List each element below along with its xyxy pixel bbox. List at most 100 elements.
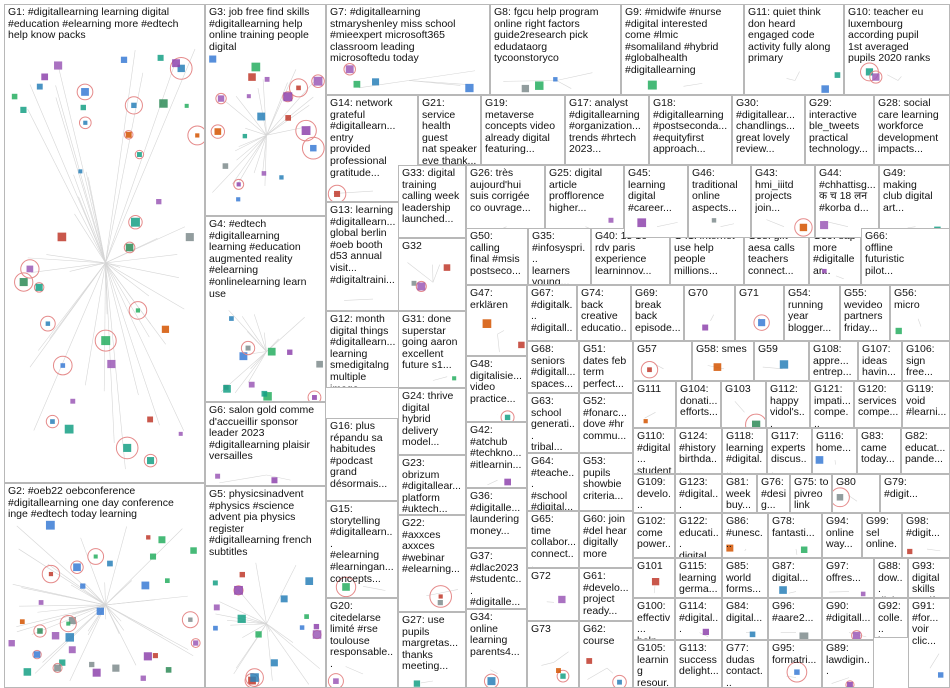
node-self-loop-icon — [181, 611, 199, 629]
cluster-g61: G61: #develo... project ready... — [579, 568, 633, 621]
node-avatar-icon — [143, 652, 152, 661]
edge — [656, 222, 678, 227]
node-avatar-icon — [504, 414, 511, 421]
edge — [227, 620, 267, 625]
cluster-label: G20: citedelarse limité #rse toulouse re… — [330, 601, 394, 670]
cluster-g95: G95: formatri... — [768, 640, 822, 688]
node-avatar-icon — [125, 243, 134, 252]
node-avatar-icon — [45, 520, 55, 530]
node-avatar-icon — [822, 268, 827, 274]
node-avatar-icon — [130, 217, 140, 227]
node-self-loop-icon — [786, 661, 808, 683]
node-self-loop-icon — [20, 259, 40, 279]
node-avatar-icon — [89, 661, 95, 668]
cluster-label: G6: salon gold comme d'accueillir sponso… — [209, 405, 315, 463]
node-avatar-icon — [313, 623, 320, 630]
node-avatar-icon — [19, 619, 25, 625]
edge — [266, 565, 297, 624]
cluster-label: G84: digital... — [726, 601, 763, 624]
cluster-label: G95: formatri... — [772, 643, 817, 666]
cluster-g57: G57 — [633, 341, 692, 381]
node-avatar-icon — [372, 78, 380, 86]
cluster-label: G111 — [637, 384, 662, 395]
edge — [541, 662, 555, 666]
cluster-label: G104: donati... efforts... — [680, 384, 718, 419]
edge — [235, 95, 267, 136]
cluster-g59: G59 — [754, 341, 809, 381]
cluster-g77: G77: dudas contact... — [722, 640, 768, 688]
cluster-g46-nodes — [711, 218, 735, 227]
cluster-label: G92: colle... last — [878, 601, 903, 637]
node-avatar-icon — [834, 72, 841, 78]
cluster-g31: G31: done superstar going aaron excellen… — [398, 311, 466, 388]
cluster-g117: G117: experts discus... — [767, 428, 812, 474]
edge — [234, 351, 267, 394]
edge — [238, 134, 267, 147]
edge — [80, 537, 106, 606]
cluster-g119: G119: void #learni... — [902, 381, 950, 428]
node-self-loop-icon — [415, 280, 427, 292]
cluster-g88: G88: dow... digi... link... — [874, 558, 908, 598]
edge — [105, 262, 160, 426]
node-avatar-icon — [165, 667, 172, 673]
cluster-label: G90: #digitall... — [826, 601, 871, 624]
node-self-loop-icon — [869, 70, 883, 84]
node-avatar-icon — [178, 431, 183, 436]
node-avatar-icon — [188, 617, 193, 622]
node-self-loop-icon — [14, 272, 34, 292]
node-avatar-icon — [283, 92, 293, 102]
cluster-label: G114: #digital... — [679, 601, 719, 636]
cluster-g35: G35: #infosyspri... learners young... — [528, 228, 591, 285]
cluster-g37: G37: #dlac2023 #studentc... #digitalle..… — [466, 548, 527, 609]
cluster-g113: G113: success delight... — [675, 640, 722, 688]
node-self-loop-icon — [143, 453, 158, 468]
cluster-label: G26: très aujourd'hui suis corrigée co o… — [470, 168, 531, 214]
edge — [887, 74, 899, 81]
edge — [247, 351, 267, 383]
edge — [432, 264, 441, 283]
node-avatar-icon — [125, 131, 132, 138]
cluster-label: G56: micro — [894, 288, 920, 311]
cluster-g63: G63: school generati... tribal... — [527, 393, 579, 453]
cluster-label: G14: network grateful #digitallearn... e… — [330, 98, 396, 179]
cluster-g78: G78: fantasti... — [768, 513, 822, 558]
node-avatar-icon — [237, 614, 246, 623]
node-avatar-icon — [261, 390, 268, 397]
edge — [19, 604, 106, 607]
node-avatar-icon — [267, 347, 276, 356]
cluster-g87-nodes — [779, 586, 797, 594]
node-self-loop-icon — [123, 241, 136, 254]
cluster-label: G65: time collabor... connect... — [531, 514, 576, 568]
edge — [262, 79, 267, 136]
cluster-g47-nodes — [482, 319, 525, 353]
cluster-g94: G94: online way... — [822, 513, 862, 558]
node-avatar-icon — [212, 580, 218, 586]
node-self-loop-icon — [289, 78, 309, 98]
edge — [490, 669, 498, 674]
edge — [926, 548, 941, 552]
cluster-label: G17: analyst #digitallearning #organizat… — [569, 98, 641, 156]
node-avatar-icon — [222, 163, 229, 169]
cluster-label: G116: home... — [816, 431, 852, 454]
edge — [105, 595, 188, 606]
edge — [31, 262, 106, 273]
node-self-loop-icon — [52, 355, 73, 376]
edge — [487, 479, 498, 486]
cluster-g62-nodes — [586, 658, 627, 687]
cluster-label: G5: physicsinadvent #physics #science ad… — [209, 489, 312, 558]
edge — [262, 135, 267, 173]
cluster-label: G53: pupils showbie criteria... — [583, 456, 624, 502]
node-avatar-icon — [23, 668, 32, 676]
node-self-loop-icon — [245, 668, 264, 687]
cluster-label: G88: dow... digi... link... — [878, 561, 903, 597]
cluster-label: G55: wevideo partners friday... — [844, 288, 883, 334]
edge — [253, 314, 267, 352]
cluster-g114: G114: #digital... — [675, 598, 722, 640]
node-avatar-icon — [35, 283, 43, 291]
cluster-g105: G105: learning resour... — [633, 640, 675, 688]
cluster-g25: G25: digital article profflorence higher… — [545, 165, 624, 238]
edge — [766, 219, 785, 227]
edge — [236, 134, 267, 161]
node-avatar-icon — [51, 632, 60, 640]
node-avatar-icon — [54, 61, 63, 70]
